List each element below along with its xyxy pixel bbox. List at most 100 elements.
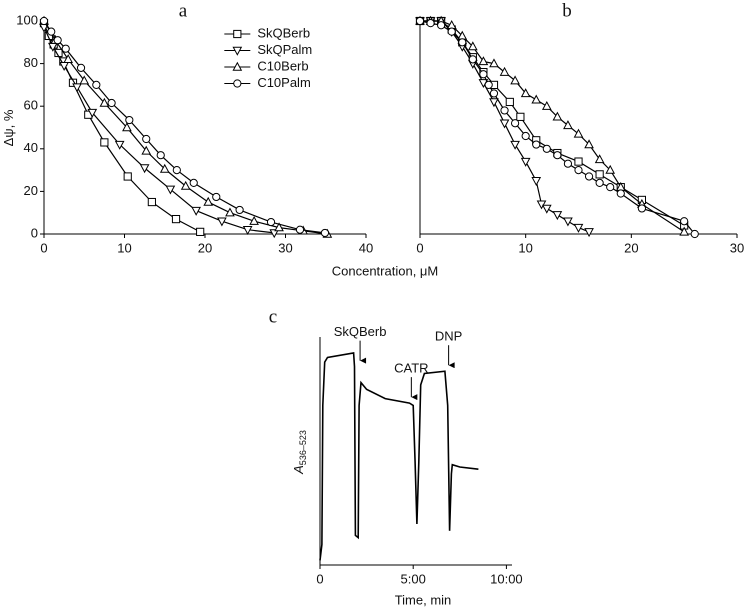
marker bbox=[605, 164, 616, 174]
panel-title: a bbox=[179, 0, 188, 21]
x-tick-label: 10 bbox=[117, 240, 131, 255]
marker bbox=[189, 178, 198, 187]
marker bbox=[541, 100, 552, 110]
marker bbox=[171, 214, 181, 224]
marker bbox=[39, 16, 49, 26]
marker bbox=[468, 55, 477, 64]
legend-label: C10Palm bbox=[257, 75, 310, 90]
x-tick-label: 0 bbox=[416, 240, 423, 255]
x-tick-label: 30 bbox=[278, 240, 292, 255]
y-axis-label: Δψ, % bbox=[1, 109, 16, 146]
marker bbox=[616, 189, 625, 198]
marker bbox=[426, 19, 435, 28]
x-axis-label: Concentration, μM bbox=[332, 263, 438, 278]
marker bbox=[159, 163, 170, 173]
annotation: CATR bbox=[394, 361, 428, 376]
marker bbox=[606, 183, 615, 192]
marker bbox=[510, 140, 520, 150]
marker bbox=[500, 106, 509, 115]
marker bbox=[584, 139, 594, 149]
marker bbox=[552, 211, 563, 221]
annotation: SkQBerb bbox=[334, 324, 387, 339]
series-line bbox=[419, 20, 696, 235]
x-tick-label: 20 bbox=[198, 240, 212, 255]
marker bbox=[47, 27, 56, 36]
marker bbox=[235, 205, 244, 215]
marker bbox=[141, 145, 152, 155]
marker bbox=[233, 29, 242, 39]
marker bbox=[595, 170, 604, 179]
y-axis-label-main: Δψ, % bbox=[1, 109, 16, 146]
marker bbox=[92, 80, 101, 90]
marker bbox=[505, 97, 514, 107]
marker bbox=[123, 172, 132, 181]
y-tick-label: 60 bbox=[24, 98, 38, 113]
marker bbox=[447, 27, 456, 36]
marker bbox=[563, 217, 573, 227]
marker bbox=[172, 166, 181, 175]
marker bbox=[489, 89, 499, 98]
marker bbox=[122, 122, 132, 132]
marker bbox=[274, 222, 284, 232]
y-tick-label: 40 bbox=[24, 140, 38, 155]
y-axis-label-main: A bbox=[291, 465, 306, 475]
marker bbox=[142, 134, 151, 144]
x-tick-label: 5:00 bbox=[401, 571, 426, 586]
marker bbox=[478, 56, 489, 66]
annotation: DNP bbox=[435, 329, 462, 344]
marker bbox=[521, 131, 530, 141]
marker bbox=[510, 119, 520, 128]
x-tick-label: 40 bbox=[359, 240, 373, 255]
marker bbox=[679, 226, 690, 236]
x-tick-label: 10 bbox=[518, 240, 532, 255]
panel-title: b bbox=[562, 0, 572, 21]
marker bbox=[531, 177, 542, 187]
marker bbox=[114, 140, 125, 150]
marker bbox=[484, 80, 493, 90]
x-tick-label: 0 bbox=[40, 240, 47, 255]
marker bbox=[479, 70, 488, 79]
marker bbox=[53, 36, 62, 45]
marker bbox=[203, 196, 214, 206]
marker bbox=[563, 120, 573, 130]
marker bbox=[574, 166, 583, 175]
marker bbox=[553, 151, 562, 160]
marker bbox=[139, 164, 150, 174]
marker bbox=[541, 204, 552, 214]
marker bbox=[107, 98, 116, 108]
marker bbox=[147, 197, 156, 207]
marker bbox=[520, 88, 531, 98]
marker bbox=[594, 154, 605, 164]
marker bbox=[595, 178, 604, 187]
marker bbox=[532, 140, 541, 149]
y-axis-label-sub: 536–523 bbox=[298, 430, 308, 465]
marker bbox=[584, 228, 594, 238]
marker bbox=[61, 44, 70, 53]
legend-label: C10Berb bbox=[257, 58, 308, 73]
marker bbox=[295, 225, 305, 234]
x-tick-label: 10:00 bbox=[490, 571, 523, 586]
marker bbox=[79, 75, 90, 85]
marker bbox=[100, 138, 109, 147]
series-line bbox=[43, 27, 275, 234]
marker bbox=[552, 111, 563, 121]
marker bbox=[489, 98, 499, 108]
marker bbox=[212, 192, 221, 202]
marker bbox=[156, 151, 165, 160]
marker bbox=[584, 172, 594, 181]
marker bbox=[232, 46, 243, 56]
marker bbox=[99, 97, 110, 107]
marker bbox=[520, 157, 531, 167]
marker bbox=[573, 223, 584, 233]
marker bbox=[499, 66, 510, 76]
marker bbox=[233, 79, 242, 88]
y-tick-label: 80 bbox=[24, 55, 38, 70]
x-tick-label: 20 bbox=[624, 240, 638, 255]
x-axis-label: Time, min bbox=[395, 592, 452, 607]
marker bbox=[320, 228, 330, 238]
legend-label: SkQBerb bbox=[257, 25, 310, 40]
y-tick-label: 0 bbox=[31, 225, 38, 240]
marker bbox=[499, 119, 510, 129]
